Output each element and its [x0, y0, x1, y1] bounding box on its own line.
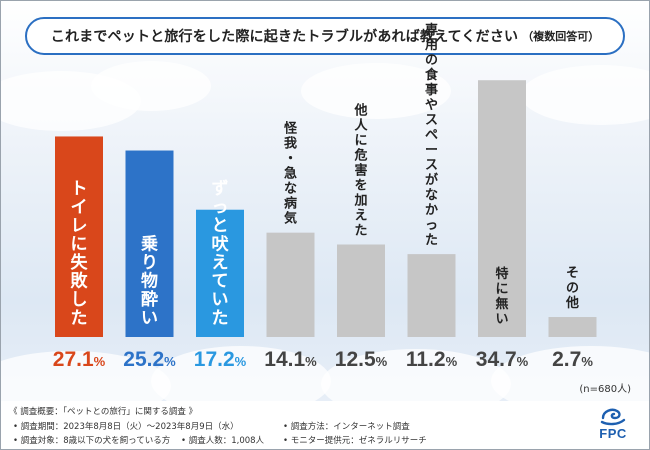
bar-8	[548, 317, 597, 337]
category-label-2: 乗り物酔い	[140, 235, 158, 329]
bar-4	[266, 232, 315, 337]
survey-heading: 《 調査概要：「ペットとの旅行」に関する調査 》	[9, 407, 198, 417]
category-label-5: 他人に危害を加えた	[353, 103, 368, 239]
value-label-6: 11.2%	[406, 348, 458, 371]
bar-5	[337, 244, 385, 337]
cloud-decoration	[91, 61, 211, 111]
title-box: これまでペットと旅行をした際に起きたトラブルがあれば教えてください （複数回答可）	[25, 17, 625, 55]
survey-target: • 調査対象：8歳以下の犬を飼っている方	[13, 436, 171, 446]
value-label-2: 25.2%	[123, 348, 176, 371]
fpc-logo-text: FPC	[599, 426, 627, 441]
survey-method: • 調査方法：インターネット調査	[283, 422, 410, 432]
category-label-1: トイレに失敗した	[71, 179, 89, 329]
category-label-7: 特に無い	[495, 266, 508, 327]
bar-7	[478, 80, 526, 337]
category-label-3: ずっと吠えていた	[212, 179, 230, 329]
survey-provider: • モニター提供元：ゼネラルリサーチ	[283, 436, 427, 446]
bar-chart: トイレに失敗した 27.1% 乗り物酔い 25.2% ずっと吠えていた 17.2% 怪我・急…	[53, 22, 597, 371]
chart-title: これまでペットと旅行をした際に起きたトラブルがあれば教えてください	[50, 29, 519, 45]
wave-swirl-icon	[600, 408, 626, 426]
category-label-4: 怪我・急な病気	[284, 121, 298, 227]
sample-size-note: (n=680人)	[579, 384, 631, 395]
survey-footer: 《 調査概要：「ペットとの旅行」に関する調査 》 • 調査期間：2023年8月8…	[1, 401, 649, 449]
value-label-3: 17.2%	[194, 348, 247, 371]
bar-2	[125, 150, 174, 337]
value-label-8: 2.7%	[552, 348, 593, 371]
fpc-logo: FPC	[591, 406, 635, 446]
bar-3	[196, 209, 244, 337]
survey-count: • 調査人数：1,008人	[181, 436, 265, 446]
value-label-1: 27.1%	[53, 348, 106, 371]
value-label-5: 12.5%	[335, 348, 388, 371]
category-label-8: その他	[565, 266, 579, 311]
cloud-decoration	[521, 65, 649, 125]
cloud-decoration	[301, 63, 451, 119]
value-label-7: 34.7%	[476, 348, 529, 371]
survey-period: • 調査期間：2023年8月8日（火）～2023年8月9日（水）	[13, 422, 239, 432]
value-label-4: 14.1%	[264, 348, 317, 371]
category-label-6: 専用の食事やスペースがなかった	[424, 22, 439, 248]
bar-1	[55, 136, 103, 337]
bar-6	[407, 254, 456, 337]
chart-title-note: （複数回答可）	[522, 30, 600, 43]
